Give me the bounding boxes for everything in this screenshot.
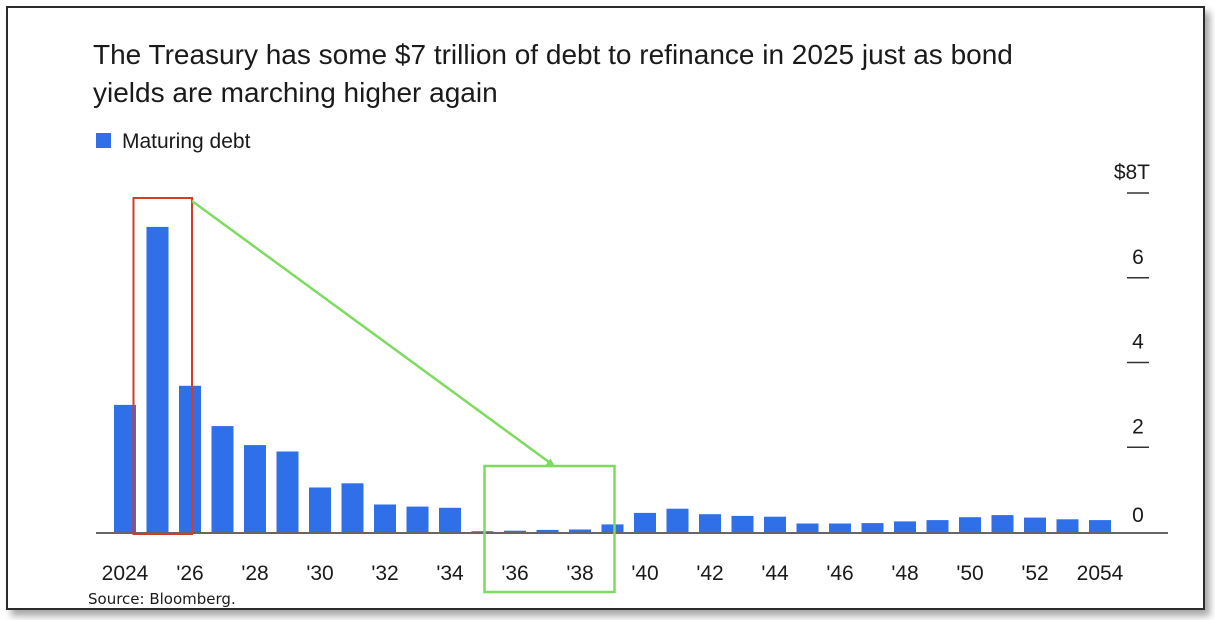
bar-2026 <box>179 385 201 532</box>
x-tick-label-2054: 2054 <box>1077 562 1124 585</box>
legend-label: Maturing debt <box>122 130 251 153</box>
bar-2046 <box>829 523 851 532</box>
bar-2024 <box>114 404 136 532</box>
source-note: Source: Bloomberg. <box>88 590 236 608</box>
bar-2042 <box>699 514 721 532</box>
chart-frame: The Treasury has some $7 trillion of deb… <box>6 6 1205 610</box>
bar-2041 <box>666 508 689 532</box>
bar-2035 <box>471 531 494 532</box>
bar-2037 <box>536 529 559 532</box>
annotations <box>132 197 616 594</box>
chart-title-line-2: yields are marching higher again <box>93 77 498 108</box>
bar-2047 <box>861 523 884 532</box>
x-tick-label-2052: '52 <box>1021 562 1048 585</box>
bars-group <box>114 226 1111 532</box>
x-tick-label-2042: '42 <box>696 562 723 585</box>
x-tick-label-2048: '48 <box>891 562 918 585</box>
x-tick-label-2046: '46 <box>826 562 853 585</box>
y-tick-label-2: 2 <box>1132 415 1144 438</box>
bar-2028 <box>244 445 266 532</box>
x-tick-label-2044: '44 <box>761 562 789 585</box>
x-tick-label-2024: 2024 <box>102 562 149 585</box>
y-tick-label-0: 0 <box>1132 504 1144 527</box>
x-tick-label-2050: '50 <box>956 562 983 585</box>
bar-2049 <box>926 520 949 532</box>
y-tick-label-8: $8T <box>1114 161 1150 184</box>
x-axis: 2024 '26 '28 '30 '32 '34 '36 '38 '40 '42 '44 '46 '48… <box>102 562 1124 585</box>
highlight-box-2025 <box>132 197 193 535</box>
bar-2032 <box>374 504 396 532</box>
y-tick-label-4: 4 <box>1132 331 1144 354</box>
y-tick-label-6: 6 <box>1132 246 1144 269</box>
x-tick-label-2032: '32 <box>371 562 398 585</box>
x-tick-label-2026: '26 <box>176 562 203 585</box>
bar-2031 <box>341 483 364 532</box>
bar-2052 <box>1024 517 1046 532</box>
bar-2044 <box>764 516 786 532</box>
bar-2036 <box>504 530 526 532</box>
bar-2048 <box>894 521 916 532</box>
bar-2054 <box>1089 520 1111 532</box>
bar-2030 <box>309 487 331 532</box>
x-tick-label-2036: '36 <box>501 562 528 585</box>
x-tick-label-2038: '38 <box>566 562 593 585</box>
bar-2051 <box>991 515 1014 532</box>
bar-2053 <box>1056 519 1079 532</box>
bar-2039 <box>601 524 624 532</box>
x-tick-label-2034: '34 <box>436 562 464 585</box>
legend-swatch <box>96 133 111 148</box>
bar-2038 <box>569 529 591 532</box>
y-axis: 0 2 4 6 $8T <box>1114 161 1150 527</box>
bar-2050 <box>959 517 981 532</box>
bar-2033 <box>406 506 429 532</box>
bar-2045 <box>796 523 819 532</box>
x-tick-label-2030: '30 <box>306 562 333 585</box>
bar-2025 <box>146 226 169 532</box>
bar-2040 <box>634 512 656 532</box>
bar-chart: The Treasury has some $7 trillion of deb… <box>88 39 1168 608</box>
bar-2043 <box>731 515 754 532</box>
bar-2027 <box>211 426 234 532</box>
bar-2034 <box>439 507 461 532</box>
chart-title-line-1: The Treasury has some $7 trillion of deb… <box>93 39 1013 70</box>
annotation-arrow <box>191 199 555 467</box>
x-tick-label-2028: '28 <box>241 562 268 585</box>
x-tick-label-2040: '40 <box>631 562 658 585</box>
bar-2029 <box>276 451 299 532</box>
